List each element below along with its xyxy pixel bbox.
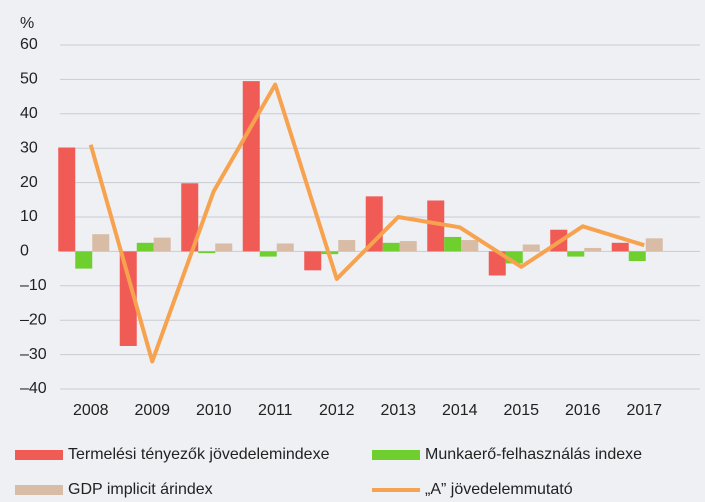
bar [92,234,110,252]
bar [567,251,585,257]
bar [427,200,445,252]
y-tick-label: –40 [20,380,47,397]
x-tick-label: 2016 [565,402,601,419]
bar [198,251,216,254]
bar [399,241,417,252]
bar [304,251,322,271]
bar [58,147,76,252]
bar [338,240,356,252]
bar [611,242,629,252]
line [88,82,645,364]
legend-swatch [15,485,63,495]
bar [75,251,93,269]
bar [215,243,233,252]
y-tick-label: 10 [20,208,38,225]
y-axis-label: % [20,15,34,32]
bar [488,251,506,276]
legend-label: Termelési tényezők jövedelemindexe [68,446,330,463]
bar [461,240,479,252]
y-tick-label: 20 [20,174,38,191]
y-tick-label: 60 [20,36,38,53]
bar [276,243,294,252]
x-tick-label: 2014 [442,402,478,419]
bar [119,251,137,346]
y-tick-label: –20 [20,311,47,328]
bar [181,183,199,252]
bar [382,242,400,252]
y-tick-label: –30 [20,346,47,363]
bar [153,237,171,252]
legend-swatch [372,450,420,460]
x-tick-label: 2009 [134,402,170,419]
y-tick-label: –10 [20,277,47,294]
legend-swatch [15,450,63,460]
legend-label: „A” jövedelemmutató [425,481,573,498]
x-tick-label: 2013 [380,402,416,419]
y-tick-label: 0 [20,243,29,260]
bar [136,242,154,252]
x-tick-label: 2010 [196,402,232,419]
x-tick-label: 2008 [73,402,109,419]
bar [628,251,646,262]
y-tick-label: 30 [20,139,38,156]
bar [259,251,277,257]
legend-label: Munkaerő-felhasználás indexe [425,446,642,463]
legend-label: GDP implicit árindex [68,481,213,498]
x-tick-label: 2012 [319,402,355,419]
bar [242,81,260,252]
bar [645,238,663,252]
bar [584,247,602,252]
x-tick-label: 2017 [626,402,662,419]
bar [522,244,540,252]
y-tick-label: 50 [20,71,38,88]
y-tick-label: 40 [20,105,38,122]
x-tick-label: 2011 [258,402,293,419]
x-tick-label: 2015 [503,402,539,419]
bar [444,236,462,252]
